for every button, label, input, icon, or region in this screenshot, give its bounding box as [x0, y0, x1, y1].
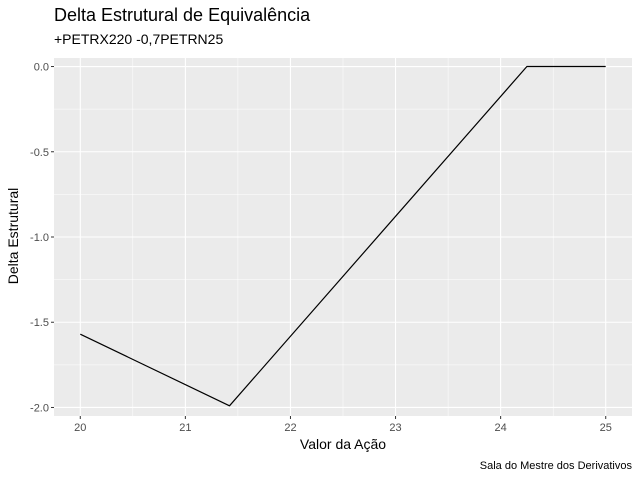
chart-caption: Sala do Mestre dos Derivativos [480, 460, 633, 472]
chart-title: Delta Estrutural de Equivalência [54, 5, 311, 25]
x-tick-label: 23 [389, 422, 401, 434]
y-tick-label: -1.0 [30, 232, 49, 244]
y-axis-title: Delta Estrutural [5, 188, 21, 284]
y-tick-label: -2.0 [30, 402, 49, 414]
x-tick-label: 22 [284, 422, 296, 434]
chart-subtitle: +PETRX220 -0,7PETRN25 [54, 31, 223, 47]
major-gridlines [54, 58, 632, 416]
y-tick-label: 0.0 [34, 62, 49, 74]
x-tick-label: 24 [495, 422, 507, 434]
x-tick-label: 20 [74, 422, 86, 434]
x-tick-label: 25 [600, 422, 612, 434]
y-tick-label: -1.5 [30, 317, 49, 329]
tick-labels: 20 21 22 23 24 25 0.0 -0.5 -1.0 -1.5 -2.0 [30, 62, 612, 434]
x-axis-title: Valor da Ação [300, 436, 386, 452]
series-line [80, 65, 606, 407]
y-tick-label: -0.5 [30, 147, 49, 159]
x-tick-label: 21 [179, 422, 191, 434]
axis-ticks [51, 66, 607, 419]
series-group [80, 65, 606, 407]
